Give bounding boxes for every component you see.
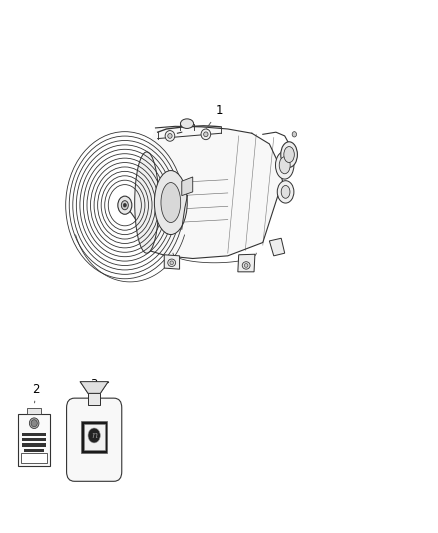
Ellipse shape <box>244 264 248 268</box>
Polygon shape <box>238 254 255 272</box>
Ellipse shape <box>168 259 176 266</box>
FancyBboxPatch shape <box>81 421 107 453</box>
Polygon shape <box>125 126 283 259</box>
Bar <box>22 433 46 436</box>
Ellipse shape <box>201 129 211 140</box>
Polygon shape <box>164 255 180 269</box>
FancyBboxPatch shape <box>84 424 105 450</box>
Ellipse shape <box>118 196 132 214</box>
Bar <box>27 408 41 414</box>
Ellipse shape <box>279 157 290 174</box>
Text: 1: 1 <box>207 104 223 128</box>
Ellipse shape <box>124 203 126 207</box>
Polygon shape <box>269 238 285 256</box>
Text: 2: 2 <box>32 383 40 403</box>
Bar <box>21 453 47 463</box>
Polygon shape <box>80 382 108 393</box>
Ellipse shape <box>168 134 172 139</box>
FancyBboxPatch shape <box>67 398 122 481</box>
Ellipse shape <box>292 132 297 137</box>
Ellipse shape <box>281 185 290 198</box>
Ellipse shape <box>242 262 250 269</box>
Bar <box>88 393 100 405</box>
Bar <box>22 443 46 447</box>
Ellipse shape <box>121 200 128 209</box>
Text: 3: 3 <box>91 378 98 391</box>
Ellipse shape <box>29 418 39 429</box>
Polygon shape <box>182 177 193 196</box>
Ellipse shape <box>88 428 100 443</box>
Ellipse shape <box>277 181 294 203</box>
Text: n: n <box>91 431 97 440</box>
FancyBboxPatch shape <box>18 414 50 466</box>
Bar <box>25 449 44 452</box>
Ellipse shape <box>170 261 173 265</box>
Ellipse shape <box>204 132 208 137</box>
Ellipse shape <box>154 171 187 235</box>
Ellipse shape <box>165 131 175 141</box>
Ellipse shape <box>180 119 194 128</box>
Ellipse shape <box>31 420 37 426</box>
Ellipse shape <box>281 142 297 167</box>
Ellipse shape <box>161 182 180 223</box>
Bar <box>22 438 46 441</box>
Ellipse shape <box>276 151 294 179</box>
Ellipse shape <box>135 152 159 253</box>
Ellipse shape <box>284 147 294 163</box>
